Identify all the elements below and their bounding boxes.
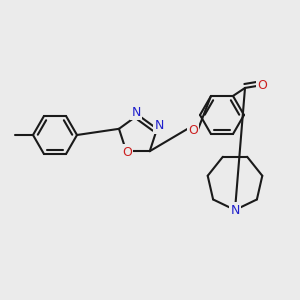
Text: N: N <box>131 106 141 118</box>
Text: N: N <box>230 203 240 217</box>
Text: O: O <box>122 146 132 159</box>
Text: N: N <box>154 119 164 132</box>
Text: O: O <box>188 124 198 136</box>
Text: O: O <box>257 80 267 92</box>
